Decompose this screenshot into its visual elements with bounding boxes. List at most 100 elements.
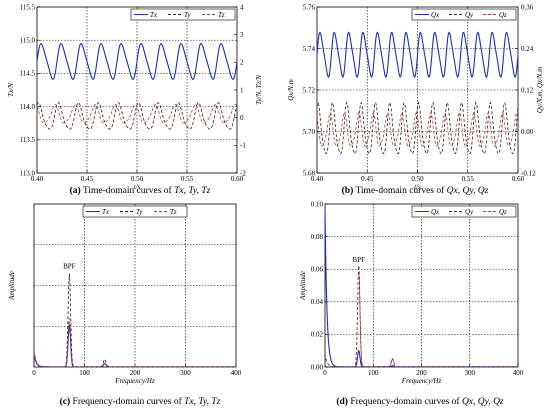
legend-label-Qx: Qx (431, 11, 440, 19)
y-tick-label: 114.5 (20, 70, 36, 78)
caption-text: Time-domain curves of (353, 185, 446, 196)
series-Tz-line (36, 104, 238, 124)
x-tick-label: 0.40 (31, 175, 44, 183)
y-right-tick-label: 0.00 (521, 128, 534, 136)
bpf-annotation: BPF (63, 262, 76, 270)
y-tick-label: 115.0 (20, 37, 36, 45)
y-tick-label: 113.0 (20, 169, 36, 177)
legend-label-Qy: Qy (465, 11, 474, 19)
y-right-tick-label: 3 (240, 31, 244, 39)
panel-a-time-T: 0.40 0.45 0.50 0.55 0.60 113.0 113.5 114.0 114.5… (7, 3, 263, 196)
legend-box (411, 205, 517, 218)
legend-label-Tz: Tz (170, 208, 177, 216)
y-right-axis-label: Ty/N, Tz/N (255, 75, 263, 105)
caption-vars: Qx, Qy, Qz (447, 186, 489, 196)
x-tick-label: 0.60 (512, 175, 525, 183)
x-tick-label: 0.55 (181, 175, 194, 183)
legend-label-Ty: Ty (184, 11, 191, 19)
caption-letter: (d) (336, 396, 348, 407)
x-tick-label: 0.60 (231, 175, 244, 183)
y-right-tick-label: -2 (240, 169, 246, 177)
y-axis-label: Amplitude (299, 271, 307, 301)
y-right-tick-label: 0.36 (521, 3, 534, 11)
y-tick-label: 0.08 (311, 233, 324, 241)
legend-box (411, 8, 517, 21)
panel-caption: (b) Time-domain curves of Qx, Qy, Qz (342, 185, 489, 196)
caption-vars: Tx, Ty, Tz (184, 397, 221, 407)
x-tick-label: 100 (79, 369, 90, 377)
y-right-tick-label: 0.24 (521, 45, 534, 53)
series-Qx-line (316, 31, 519, 78)
panel-caption: (d) Frequency-domain curves of Qx, Qy, Q… (336, 396, 504, 407)
series-Ty-line (36, 102, 238, 130)
x-tick-label: 300 (180, 369, 191, 377)
legend-label-Qz: Qz (499, 11, 507, 19)
x-tick-label: 0 (323, 369, 327, 377)
y-tick-label: 0.10 (311, 200, 324, 208)
caption-text: Frequency-domain curves of (70, 396, 184, 407)
y-right-tick-label: -1 (240, 142, 246, 150)
y-right-tick-label: 0 (240, 114, 244, 122)
legend-label-Tz: Tz (218, 11, 225, 19)
y-tick-label: 5.70 (303, 128, 316, 136)
panel-caption: (a) Time-domain curves of Tx, Ty, Tz (70, 185, 211, 196)
caption-letter: (a) (70, 185, 81, 196)
y-tick-label: 113.5 (20, 136, 36, 144)
y-axis-label: Amplitude (8, 271, 16, 301)
y-right-tick-label: 2 (240, 59, 244, 67)
bpf-annotation: BPF (353, 256, 366, 264)
x-tick-label: 0.50 (131, 175, 144, 183)
caption-letter: (b) (342, 185, 354, 196)
y-right-tick-label: -0.12 (521, 169, 536, 177)
x-tick-label: 0.40 (311, 175, 324, 183)
legend-label-Tx: Tx (150, 11, 158, 19)
y-axis-label: Tx/N (7, 83, 15, 97)
x-tick-label: 100 (368, 369, 379, 377)
caption-text: Frequency-domain curves of (348, 396, 462, 407)
legend-label-Ty: Ty (136, 208, 143, 216)
x-tick-label: 0 (32, 369, 36, 377)
x-tick-label: 0.45 (361, 175, 374, 183)
caption-vars: Tx, Ty, Tz (174, 186, 211, 196)
y-tick-label: 5.76 (303, 3, 316, 11)
legend-box (130, 8, 236, 21)
y-axis-label: Qx/N.m (287, 79, 295, 101)
x-tick-label: 300 (465, 369, 476, 377)
y-tick-label: 0.02 (311, 331, 324, 339)
caption-vars: Qx, Qy, Qz (462, 397, 504, 407)
series-Tx-line (36, 42, 238, 80)
panel-b-time-Q: 0.40 0.45 0.50 0.55 0.60 5.68 5.70 5.72 5.74 5.76… (287, 3, 544, 196)
caption-letter: (c) (60, 396, 71, 407)
x-tick-label: 200 (130, 369, 141, 377)
x-axis-label: Frequency/Hz (114, 377, 155, 385)
legend-label-Qz: Qz (499, 208, 507, 216)
x-axis-label: t/s (134, 183, 141, 191)
x-tick-label: 200 (416, 369, 427, 377)
y-tick-label: 0.04 (311, 298, 324, 306)
y-right-axis-label: Qy/N.m, Qz/N.m (536, 67, 544, 113)
x-axis-label: Frequency/Hz (401, 377, 442, 385)
series-Ty-line (33, 273, 236, 368)
caption-text: Time-domain curves of (81, 185, 174, 196)
y-tick-label: 5.68 (303, 169, 316, 177)
y-tick-label: 5.74 (303, 45, 316, 53)
legend-label-Tx: Tx (102, 208, 110, 216)
series-Qy-line (316, 101, 519, 155)
y-right-tick-label: 4 (240, 3, 244, 11)
series-Qz-line (324, 272, 518, 368)
x-tick-label: 0.50 (411, 175, 424, 183)
x-axis-label: t/s (414, 183, 421, 191)
y-tick-label: 5.72 (303, 86, 316, 94)
panel-c-freq-T: 0 100 200 300 400 Frequency/Hz Amplitude BPF Tx T… (8, 203, 242, 407)
x-tick-label: 400 (231, 369, 242, 377)
y-right-tick-label: 1 (240, 86, 244, 94)
y-tick-label: 114.0 (20, 103, 36, 111)
y-right-tick-label: 0.12 (521, 86, 534, 94)
y-tick-label: 0.06 (311, 266, 324, 274)
y-tick-label: 115.5 (20, 3, 36, 11)
legend-label-Qy: Qy (465, 208, 474, 216)
x-tick-label: 0.55 (462, 175, 475, 183)
y-tick-label: 0.00 (311, 363, 324, 371)
